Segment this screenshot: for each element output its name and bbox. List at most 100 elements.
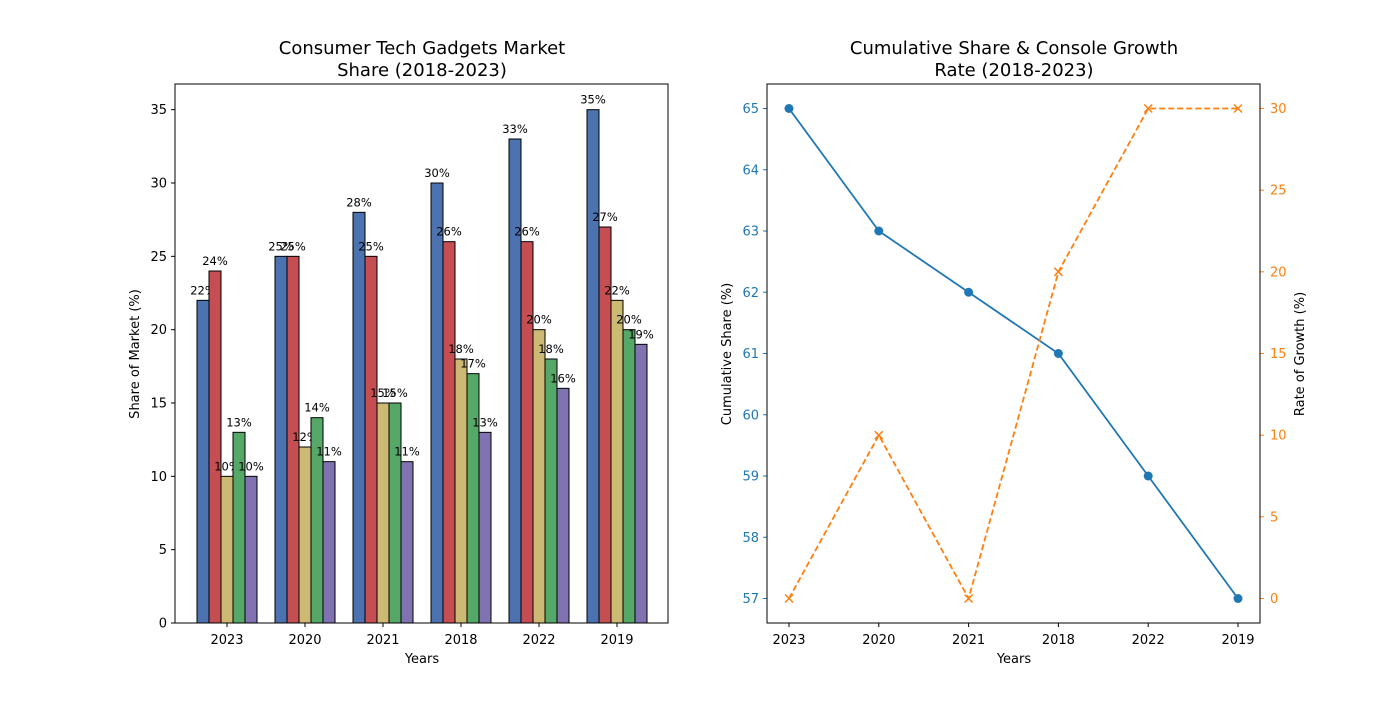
line-chart-right-y-tick-label: 5	[1270, 510, 1278, 525]
cumulative-share-point	[1143, 471, 1153, 481]
bar-chart-y-axis-label: Share of Market (%)	[128, 289, 143, 419]
bar	[388, 402, 402, 624]
bar	[364, 255, 378, 624]
bar	[508, 138, 522, 624]
bar	[622, 329, 636, 624]
growth-rate-point	[1143, 103, 1153, 114]
line-chart-x-tick-label: 2021	[952, 633, 985, 648]
bar-value-label: 20%	[526, 313, 552, 327]
bar	[352, 211, 366, 624]
bar-value-label: 18%	[538, 342, 564, 356]
bar-value-label: 24%	[202, 254, 228, 268]
line-chart-left-y-axis-label: Cumulative Share (%)	[720, 283, 735, 425]
line-chart-right-y-tick-label: 30	[1270, 102, 1287, 117]
bar-value-label: 18%	[448, 342, 474, 356]
line-chart-x-tick-label: 2023	[772, 633, 805, 648]
bar	[478, 431, 492, 624]
line-chart-title-line2: Rate (2018-2023)	[934, 60, 1093, 81]
growth-rate-line	[788, 107, 1238, 601]
line-chart-left-y-tick-label: 65	[742, 102, 759, 117]
bar-value-label: 26%	[514, 225, 540, 239]
line-chart-right-y-tick-label: 20	[1270, 265, 1287, 280]
bar-value-label: 25%	[280, 239, 306, 253]
line-chart-x-tick-label: 2022	[1132, 633, 1165, 648]
bar-value-label: 35%	[580, 93, 606, 107]
bar-value-label: 14%	[304, 401, 330, 415]
line-chart-left-y-tick-label: 57	[742, 592, 759, 607]
bar-value-label: 15%	[382, 386, 408, 400]
bar-value-label: 26%	[436, 225, 462, 239]
line-chart-left-y-tick-label: 63	[742, 225, 759, 240]
line-chart-x-axis-label: Years	[996, 652, 1032, 667]
bar	[442, 241, 456, 624]
bar	[298, 446, 312, 624]
bar	[556, 387, 570, 624]
bar	[430, 182, 444, 624]
bar-chart-y-tick-label: 20	[150, 323, 167, 338]
bar	[586, 109, 600, 624]
bar	[520, 241, 534, 624]
line-chart-left-y-tick-label: 59	[742, 470, 759, 485]
bar-chart-y-tick-label: 10	[150, 470, 167, 485]
bar-chart-y-tick-label: 15	[150, 397, 167, 412]
line-chart-right-y-tick-label: 10	[1270, 429, 1287, 444]
cumulative-growth-line-chart: Cumulative Share & Console Growth Rate (…	[720, 38, 1308, 667]
bar	[220, 475, 234, 624]
cumulative-share-point	[964, 287, 974, 297]
bar-chart-x-tick-label: 2022	[522, 633, 555, 648]
growth-rate-point	[784, 593, 794, 604]
bar-value-label: 19%	[628, 327, 654, 341]
bar-chart-title-line1: Consumer Tech Gadgets Market	[279, 38, 565, 59]
line-chart-left-y-tick-label: 62	[742, 286, 759, 301]
bar-chart-y-tick-label: 35	[150, 103, 167, 118]
bar	[208, 270, 222, 624]
bar	[400, 461, 414, 624]
bar-value-label: 13%	[226, 415, 252, 429]
line-chart-right-y-tick-label: 25	[1270, 184, 1287, 199]
line-chart-left-y-tick-label: 61	[742, 347, 759, 362]
bar	[196, 299, 210, 624]
bar-chart-x-tick-label: 2018	[444, 633, 477, 648]
bar-value-label: 25%	[268, 239, 294, 253]
bar	[244, 475, 258, 624]
bar	[610, 299, 624, 624]
line-chart-x-tick-label: 2018	[1042, 633, 1075, 648]
bar-value-label: 13%	[472, 415, 498, 429]
bar-value-label: 30%	[424, 166, 450, 180]
bar-chart-title-line2: Share (2018-2023)	[337, 60, 507, 81]
line-chart-right-y-tick-label: 0	[1270, 592, 1278, 607]
line-chart-right-y-axis-label: Rate of Growth (%)	[1293, 292, 1308, 416]
cumulative-share-point	[1233, 594, 1243, 603]
bar-chart-y-tick-label: 30	[150, 177, 167, 192]
bar-value-label: 25%	[358, 239, 384, 253]
line-chart-frame	[766, 83, 1261, 624]
bar	[544, 358, 558, 624]
line-chart-plot-area: 57 58 59 60 61 62 63 64 65 0 5 10 15 20 25 30 2023 2020 20…	[742, 83, 1287, 648]
bar-value-label: 28%	[346, 195, 372, 209]
bar-value-label: 20%	[616, 313, 642, 327]
cumulative-share-point	[1053, 349, 1063, 358]
bar-chart-x-axis-label: Years	[404, 652, 440, 667]
bar-chart-frame	[174, 83, 669, 624]
growth-rate-point	[1053, 267, 1063, 277]
line-chart-left-y-tick-label: 58	[742, 531, 759, 546]
bar-chart-x-tick-label: 2023	[210, 633, 243, 648]
cumulative-share-point	[874, 226, 884, 236]
line-chart-title-line1: Cumulative Share & Console Growth	[850, 38, 1178, 59]
market-share-bar-chart: Consumer Tech Gadgets Market Share (2018…	[128, 38, 669, 667]
bar-chart-plot-area: 0510152025303522%24%10%13%10%202325%25%1…	[150, 83, 669, 648]
growth-rate-point	[1233, 103, 1243, 114]
bar-chart-x-tick-label: 2020	[288, 633, 321, 648]
line-chart-x-tick-label: 2020	[862, 633, 895, 648]
bar-chart-x-tick-label: 2019	[600, 633, 633, 648]
bar	[274, 255, 288, 624]
bar	[634, 343, 648, 624]
cumulative-share-point	[784, 104, 794, 113]
bar-value-label: 11%	[316, 445, 342, 459]
bar-value-label: 16%	[550, 371, 576, 385]
line-chart-left-y-tick-label: 64	[742, 163, 759, 178]
bar-chart-x-tick-label: 2021	[366, 633, 399, 648]
bar	[376, 402, 390, 624]
bar-chart-y-tick-label: 25	[150, 250, 167, 265]
